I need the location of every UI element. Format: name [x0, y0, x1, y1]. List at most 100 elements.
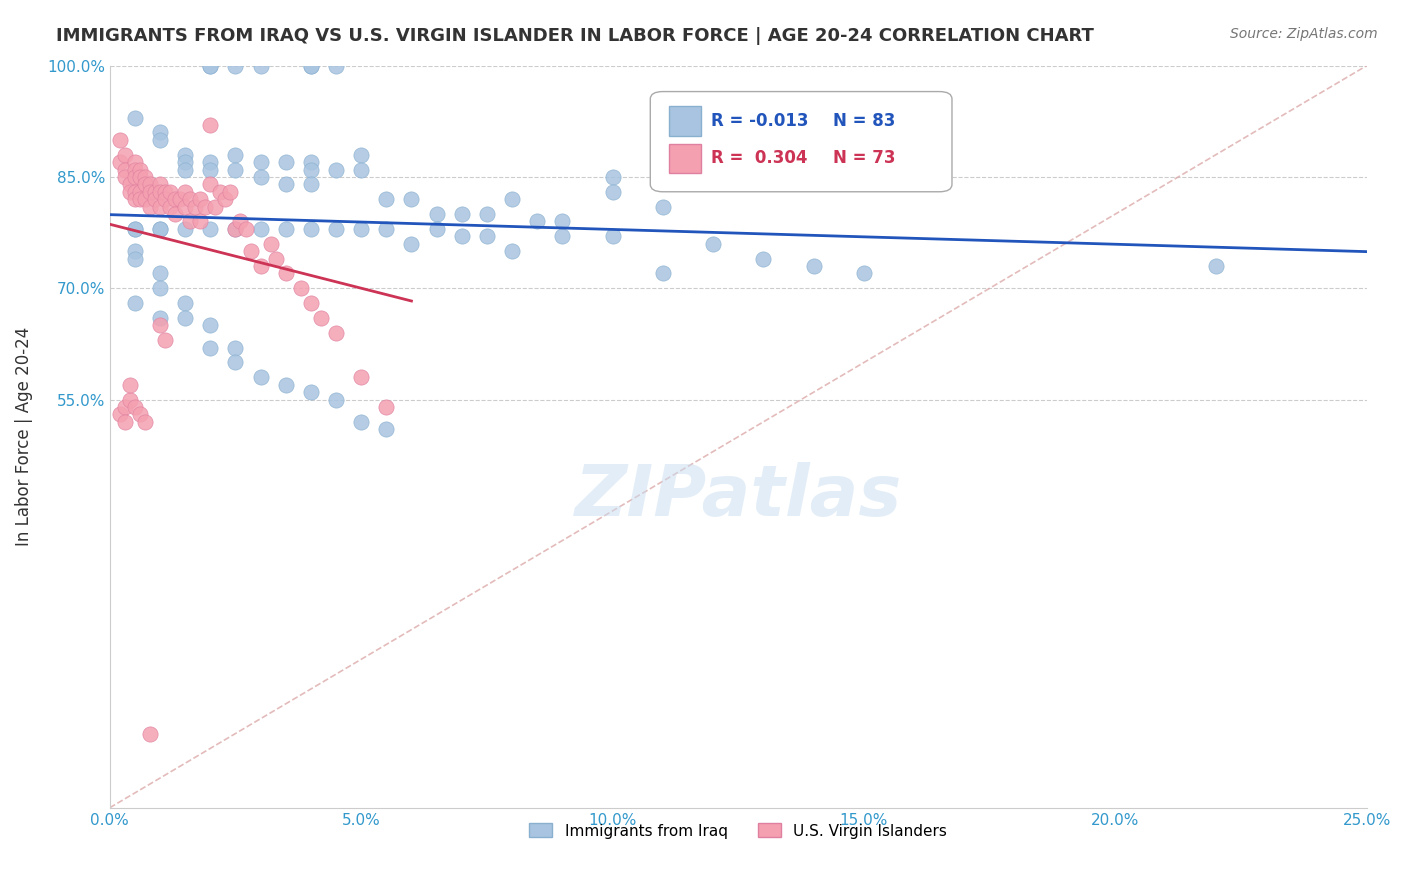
Point: [124, 222, 146, 236]
Point: [426, 222, 449, 236]
Point: [526, 214, 548, 228]
Point: [450, 229, 472, 244]
Point: [702, 236, 724, 251]
Point: [299, 178, 322, 192]
Point: [551, 214, 574, 228]
Point: [375, 222, 398, 236]
Point: [325, 222, 347, 236]
Point: [249, 222, 271, 236]
Point: [149, 318, 172, 333]
Y-axis label: In Labor Force | Age 20-24: In Labor Force | Age 20-24: [15, 327, 32, 546]
Point: [224, 162, 246, 177]
Point: [159, 200, 181, 214]
Point: [184, 200, 207, 214]
Point: [602, 169, 624, 184]
Point: [239, 244, 262, 259]
Point: [188, 214, 211, 228]
Point: [118, 178, 141, 192]
Point: [129, 169, 152, 184]
Point: [299, 162, 322, 177]
Point: [174, 310, 197, 325]
Point: [108, 408, 131, 422]
Point: [153, 192, 176, 206]
Point: [264, 252, 287, 266]
Point: [149, 200, 172, 214]
Point: [174, 222, 197, 236]
Point: [325, 392, 347, 407]
Point: [118, 377, 141, 392]
Point: [235, 222, 257, 236]
Point: [139, 178, 162, 192]
Point: [200, 341, 222, 355]
Point: [143, 185, 166, 199]
Point: [165, 192, 187, 206]
Text: R = -0.013: R = -0.013: [710, 112, 808, 130]
Point: [188, 192, 211, 206]
Point: [114, 162, 136, 177]
Point: [350, 162, 373, 177]
Point: [803, 259, 825, 273]
Point: [200, 222, 222, 236]
Point: [200, 318, 222, 333]
Point: [124, 185, 146, 199]
Point: [325, 162, 347, 177]
Point: [224, 59, 246, 73]
Point: [149, 267, 172, 281]
Point: [475, 207, 498, 221]
Point: [224, 341, 246, 355]
Point: [149, 125, 172, 139]
Point: [249, 169, 271, 184]
Point: [179, 192, 201, 206]
Point: [174, 200, 197, 214]
Point: [350, 415, 373, 429]
Point: [299, 59, 322, 73]
Point: [149, 178, 172, 192]
Point: [224, 355, 246, 369]
Point: [274, 155, 297, 169]
Text: R =  0.304: R = 0.304: [710, 149, 807, 168]
Point: [114, 400, 136, 414]
Point: [325, 326, 347, 340]
Text: IMMIGRANTS FROM IRAQ VS U.S. VIRGIN ISLANDER IN LABOR FORCE | AGE 20-24 CORRELAT: IMMIGRANTS FROM IRAQ VS U.S. VIRGIN ISLA…: [56, 27, 1094, 45]
Point: [752, 252, 775, 266]
Point: [134, 169, 156, 184]
Point: [124, 111, 146, 125]
Point: [224, 222, 246, 236]
Point: [124, 296, 146, 310]
Point: [309, 310, 332, 325]
Point: [174, 147, 197, 161]
Point: [375, 400, 398, 414]
Point: [108, 133, 131, 147]
Point: [174, 296, 197, 310]
Point: [179, 214, 201, 228]
Point: [139, 200, 162, 214]
Point: [169, 192, 191, 206]
Point: [299, 385, 322, 400]
Point: [124, 244, 146, 259]
Point: [219, 185, 242, 199]
Point: [350, 222, 373, 236]
Point: [1205, 259, 1227, 273]
Point: [602, 185, 624, 199]
Point: [259, 236, 281, 251]
Point: [159, 185, 181, 199]
Point: [124, 169, 146, 184]
Point: [143, 192, 166, 206]
Point: [274, 222, 297, 236]
Point: [200, 59, 222, 73]
Point: [214, 192, 236, 206]
Point: [108, 155, 131, 169]
Point: [853, 267, 876, 281]
Point: [551, 229, 574, 244]
Point: [375, 422, 398, 436]
Point: [129, 162, 152, 177]
Point: [124, 162, 146, 177]
Point: [501, 192, 523, 206]
Point: [249, 259, 271, 273]
Text: N = 73: N = 73: [832, 149, 896, 168]
Point: [299, 222, 322, 236]
Point: [249, 370, 271, 384]
Point: [174, 185, 197, 199]
Point: [651, 200, 673, 214]
Point: [118, 392, 141, 407]
